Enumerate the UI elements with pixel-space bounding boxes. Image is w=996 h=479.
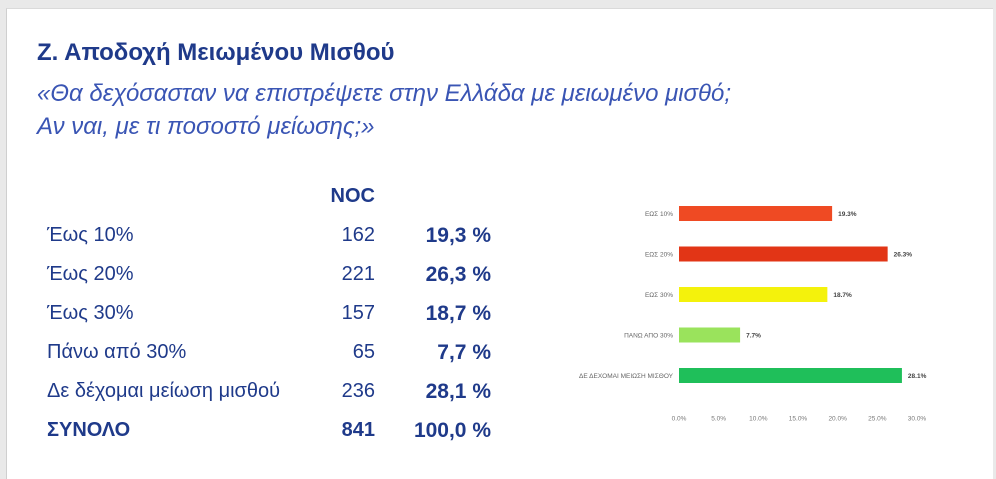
row-count: 157 [341,302,375,324]
bar-chart: ΕΩΣ 10% 19.3% ΕΩΣ 20% 26.3% ΕΩΣ 30% 18.7% ΠΑΝΩ… [579,206,927,423]
x-tick-label: 15.0% [789,416,808,423]
bar [679,368,902,383]
slide-title: Ζ. Αποδοχή Μειωμένου Μισθού [37,39,395,66]
data-label: 18.7% [833,292,852,299]
row-label: Δε δέχομαι μείωση μισθού [47,380,281,402]
slide: Ζ. Αποδοχή Μειωμένου Μισθού «Θα δεχόσαστ… [6,8,993,479]
column-header-noc: NOC [330,185,375,207]
x-tick-label: 20.0% [828,416,847,423]
category-label: ΔΕ ΔΕΧΟΜΑΙ ΜΕΙΩΣΗ ΜΙΣΘΟΥ [579,373,674,380]
row-label: Έως 30% [47,302,134,324]
row-label: Έως 10% [47,224,134,246]
category-label: ΕΩΣ 20% [645,252,673,259]
bar [679,206,833,221]
row-label: Έως 20% [47,263,134,285]
total-label: ΣΥΝΟΛΟ [47,419,131,441]
row-percent: 19,3 % [425,224,491,247]
x-tick-label: 5.0% [711,416,726,423]
total-percent: 100,0 % [413,419,491,442]
question-text: «Θα δεχόσασταν να επιστρέψετε στην Ελλάδ… [37,77,731,143]
question-line-1: «Θα δεχόσασταν να επιστρέψετε στην Ελλάδ… [37,80,732,107]
row-percent: 7,7 % [437,341,491,364]
data-label: 19.3% [838,211,857,218]
category-label: ΕΩΣ 30% [645,292,673,299]
data-label: 28.1% [908,373,927,380]
data-label: 7.7% [746,333,761,340]
x-tick-label: 30.0% [908,416,927,423]
row-count: 162 [341,224,375,246]
row-count: 65 [352,341,375,363]
row-count: 221 [341,263,375,285]
row-count: 236 [341,380,375,402]
bar [679,327,741,343]
category-label: ΠΑΝΩ ΑΠΟ 30% [624,333,673,340]
x-tick-label: 25.0% [868,416,887,423]
x-tick-label: 10.0% [749,416,768,423]
row-label: Πάνω από 30% [47,341,187,363]
bar [679,287,828,302]
question-line-2: Αν ναι, με τι ποσοστό μείωσης;» [37,113,375,140]
row-percent: 28,1 % [425,380,491,403]
category-label: ΕΩΣ 10% [645,211,673,218]
row-percent: 26,3 % [425,263,491,286]
bar [679,246,888,262]
row-percent: 18,7 % [425,302,491,325]
x-tick-label: 0.0% [672,416,687,423]
total-count: 841 [341,419,375,441]
data-label: 26.3% [894,252,913,259]
